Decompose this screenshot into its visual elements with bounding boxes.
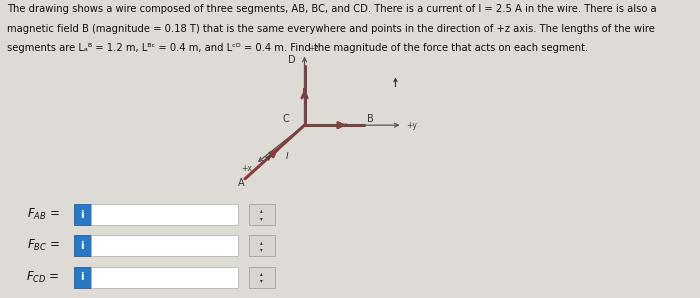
- Text: I: I: [286, 152, 288, 161]
- Bar: [74, 204, 91, 225]
- Text: ▾: ▾: [260, 216, 263, 221]
- Bar: [91, 204, 238, 225]
- Text: $F_{AB}$ =: $F_{AB}$ =: [27, 207, 60, 222]
- Bar: [74, 267, 91, 288]
- Bar: [248, 235, 275, 256]
- Bar: [74, 235, 91, 256]
- Text: $F_{CD}$ =: $F_{CD}$ =: [26, 270, 60, 285]
- Text: i: i: [80, 241, 84, 251]
- Text: i: i: [80, 209, 84, 220]
- Text: B: B: [368, 114, 374, 124]
- Text: +z: +z: [308, 44, 318, 53]
- Text: ▴: ▴: [260, 240, 263, 245]
- Text: D: D: [288, 55, 295, 65]
- Text: ▴: ▴: [260, 209, 263, 213]
- Bar: [91, 267, 238, 288]
- Text: The drawing shows a wire composed of three segments, AB, BC, and CD. There is a : The drawing shows a wire composed of thr…: [7, 4, 657, 15]
- Text: magnetic field B (magnitude = 0.18 T) that is the same everywhere and points in : magnetic field B (magnitude = 0.18 T) th…: [7, 24, 655, 34]
- Text: ▴: ▴: [260, 271, 263, 276]
- Text: +y: +y: [406, 121, 417, 130]
- Text: ▾: ▾: [260, 278, 263, 283]
- Bar: [248, 267, 275, 288]
- Bar: [91, 235, 238, 256]
- Text: $F_{BC}$ =: $F_{BC}$ =: [27, 238, 60, 253]
- Text: segments are Lₐᴮ = 1.2 m, Lᴮᶜ = 0.4 m, and Lᶜᴰ = 0.4 m. Find the magnitude of th: segments are Lₐᴮ = 1.2 m, Lᴮᶜ = 0.4 m, a…: [7, 43, 588, 53]
- Bar: [248, 204, 275, 225]
- Text: C: C: [282, 114, 289, 124]
- Text: A: A: [238, 178, 245, 188]
- Text: ▾: ▾: [260, 247, 263, 252]
- Text: +x: +x: [241, 164, 253, 173]
- Text: i: i: [80, 272, 84, 282]
